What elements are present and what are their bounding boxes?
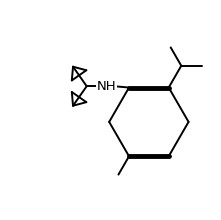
Text: NH: NH xyxy=(97,80,116,93)
